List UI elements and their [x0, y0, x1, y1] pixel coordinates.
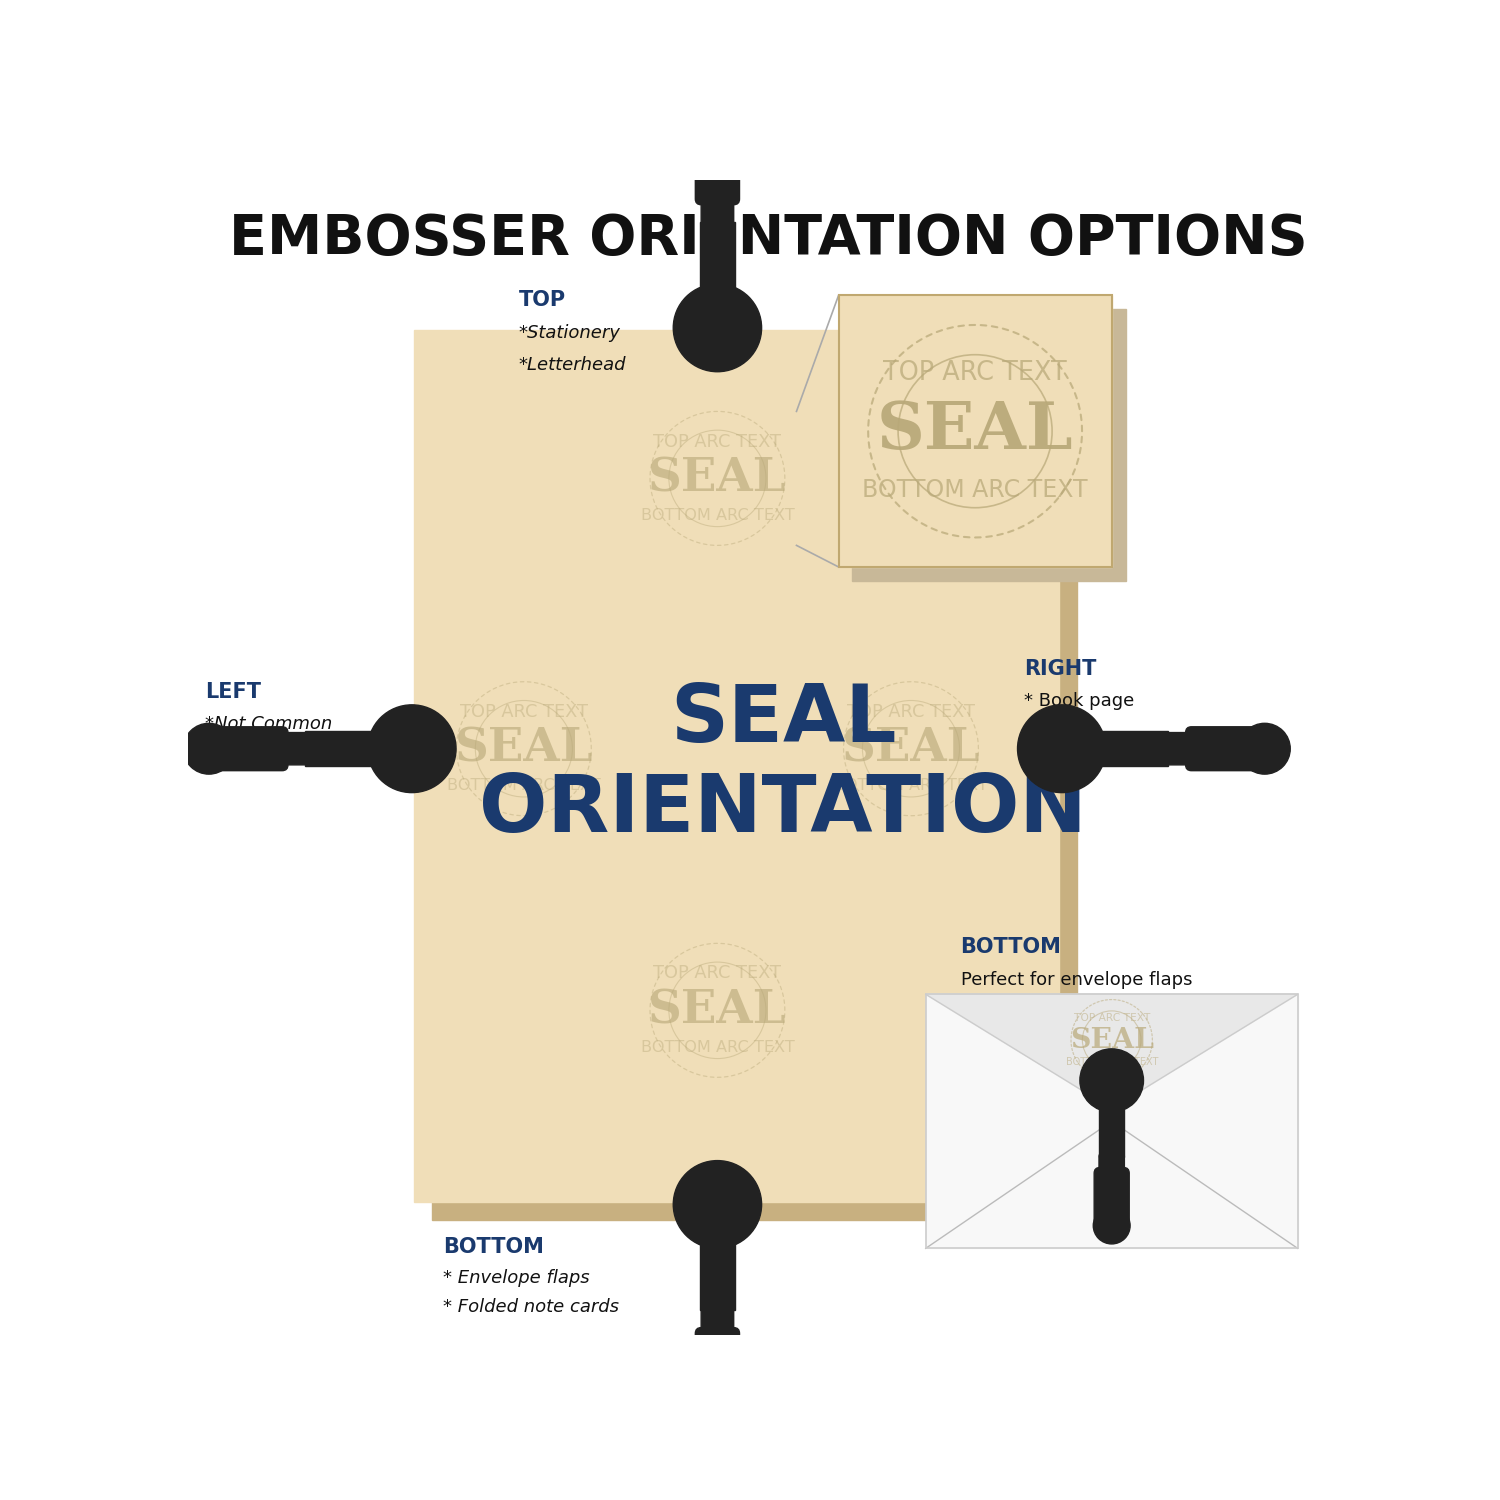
Bar: [839, 296, 1112, 567]
Text: * Book page: * Book page: [1024, 692, 1134, 709]
FancyBboxPatch shape: [1100, 1102, 1124, 1156]
Text: *Letterhead: *Letterhead: [519, 356, 627, 374]
FancyBboxPatch shape: [696, 129, 740, 204]
FancyBboxPatch shape: [279, 732, 309, 765]
Text: BOTTOM ARC TEXT: BOTTOM ARC TEXT: [834, 778, 989, 794]
FancyBboxPatch shape: [1092, 732, 1168, 766]
Text: SEAL: SEAL: [1070, 1026, 1154, 1053]
FancyBboxPatch shape: [1094, 1167, 1130, 1226]
Bar: [432, 348, 1077, 1220]
FancyBboxPatch shape: [1185, 728, 1262, 771]
Circle shape: [183, 723, 234, 774]
Circle shape: [692, 100, 742, 152]
Polygon shape: [926, 994, 1298, 1108]
Text: SEAL: SEAL: [648, 987, 786, 1033]
Text: TOP: TOP: [519, 290, 566, 309]
FancyBboxPatch shape: [213, 728, 288, 771]
FancyBboxPatch shape: [696, 1328, 740, 1402]
Bar: [414, 330, 1059, 1202]
Circle shape: [1017, 705, 1106, 792]
Circle shape: [692, 1380, 742, 1431]
Text: *Not Common: *Not Common: [206, 716, 332, 734]
Text: BOTTOM ARC TEXT: BOTTOM ARC TEXT: [1065, 1058, 1158, 1066]
Text: BOTTOM: BOTTOM: [960, 936, 1062, 957]
Bar: [839, 296, 1112, 567]
Text: SEAL: SEAL: [842, 726, 980, 771]
Text: RIGHT: RIGHT: [1024, 660, 1096, 680]
Bar: [852, 309, 1125, 580]
Text: Perfect for envelope flaps: Perfect for envelope flaps: [960, 970, 1192, 988]
Text: BOTTOM ARC TEXT: BOTTOM ARC TEXT: [447, 778, 600, 794]
Text: * Envelope flaps: * Envelope flaps: [444, 1269, 590, 1287]
Circle shape: [674, 1161, 762, 1248]
FancyBboxPatch shape: [1164, 732, 1196, 765]
Text: BOTTOM ARC TEXT: BOTTOM ARC TEXT: [640, 1040, 795, 1054]
Text: TOP ARC TEXT: TOP ARC TEXT: [654, 964, 782, 982]
Circle shape: [1239, 723, 1290, 774]
Text: SEAL: SEAL: [454, 726, 592, 771]
FancyBboxPatch shape: [306, 732, 381, 766]
Text: or bottom of page seals: or bottom of page seals: [960, 1002, 1176, 1020]
Bar: [926, 994, 1298, 1248]
Text: ORIENTATION: ORIENTATION: [480, 771, 1088, 849]
FancyBboxPatch shape: [700, 222, 735, 297]
FancyBboxPatch shape: [700, 1306, 734, 1336]
Bar: [926, 994, 1298, 1248]
Text: TOP ARC TEXT: TOP ARC TEXT: [654, 432, 782, 450]
Text: LEFT: LEFT: [206, 682, 261, 702]
FancyBboxPatch shape: [1100, 1154, 1125, 1176]
Text: * Folded note cards: * Folded note cards: [444, 1298, 620, 1316]
Text: TOP ARC TEXT: TOP ARC TEXT: [847, 704, 975, 722]
Text: EMBOSSER ORIENTATION OPTIONS: EMBOSSER ORIENTATION OPTIONS: [230, 213, 1308, 267]
Text: *Stationery: *Stationery: [519, 324, 621, 342]
Text: TOP ARC TEXT: TOP ARC TEXT: [460, 704, 588, 722]
Circle shape: [1094, 1208, 1130, 1243]
Circle shape: [368, 705, 456, 792]
Text: SEAL: SEAL: [648, 456, 786, 501]
FancyBboxPatch shape: [700, 195, 734, 225]
FancyBboxPatch shape: [700, 1234, 735, 1311]
Text: BOTTOM ARC TEXT: BOTTOM ARC TEXT: [862, 477, 1088, 501]
Text: SEAL: SEAL: [670, 681, 897, 759]
Text: TOP ARC TEXT: TOP ARC TEXT: [1074, 1013, 1150, 1023]
Circle shape: [674, 284, 762, 372]
Text: BOTTOM: BOTTOM: [444, 1238, 544, 1257]
Circle shape: [1080, 1048, 1143, 1112]
Text: BOTTOM ARC TEXT: BOTTOM ARC TEXT: [640, 507, 795, 522]
Text: TOP ARC TEXT: TOP ARC TEXT: [884, 360, 1066, 386]
Text: SEAL: SEAL: [878, 399, 1074, 464]
